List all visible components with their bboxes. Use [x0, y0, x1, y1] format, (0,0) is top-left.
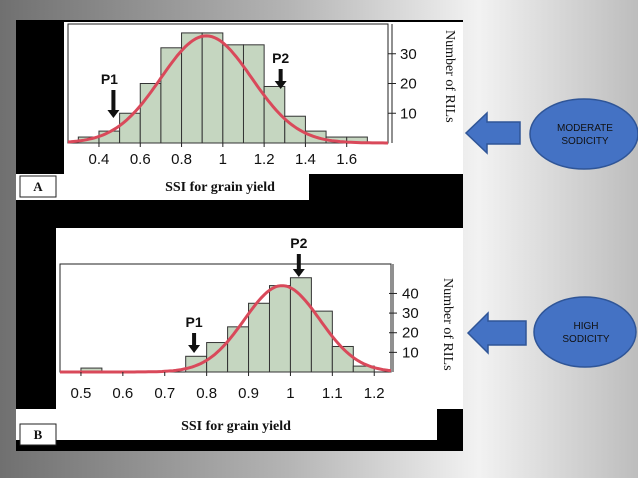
panel-a-annotation-p1: P1 — [101, 71, 118, 87]
panel-b: B 0.5 0.6 0.7 0.8 0.9 1 1.1 1.2 10 20 30 40 P1 P2 S… — [16, 228, 463, 446]
panel-b-x-tick-label: 0.8 — [196, 385, 217, 402]
panel-a-xlabel-strip — [16, 174, 309, 200]
panel-a-x-tick-label: 0.6 — [130, 151, 151, 168]
callout-moderate-line-1: MODERATE — [557, 123, 613, 134]
down-arrow-icon — [274, 81, 287, 89]
panel-b-normal-curve — [60, 284, 392, 374]
panel-b-xlabel-strip — [16, 409, 437, 440]
panel-b-y-tick-label: 30 — [402, 305, 419, 322]
panel-b-x-tick-label: 0.7 — [154, 385, 175, 402]
panel-b-annotation-p2: P2 — [290, 235, 307, 251]
panel-a-letter: A — [33, 179, 43, 194]
left-arrow-icon — [464, 111, 521, 155]
panel-a-x-tick-label: 1.6 — [336, 151, 357, 168]
panel-a-letter-box — [19, 175, 57, 198]
panel-b-x-tick-label: 0.5 — [71, 385, 92, 402]
callout-high-line-1: HIGH — [574, 321, 599, 332]
panel-b-xlabel: SSI for grain yield — [181, 419, 291, 434]
panel-a-ylabel: Number of RILs — [442, 30, 457, 123]
panel-b-bar — [289, 277, 312, 373]
panel-a-x-tick-label: 0.4 — [89, 151, 110, 168]
callout-moderate-line-2: SODICITY — [561, 136, 609, 147]
panel-b-letter-box — [19, 423, 57, 446]
panel-b-ylabel: Number of RILs — [440, 278, 455, 371]
panel-b-y-tick-label: 20 — [402, 325, 419, 342]
down-arrow-icon — [107, 110, 120, 118]
panel-b-bar — [310, 310, 333, 373]
panel-b-y-tick-label: 40 — [402, 285, 419, 302]
panel-a-bar — [242, 44, 265, 144]
panel-b-ylabel-strip — [437, 228, 463, 409]
callout-high-bubble — [533, 296, 637, 368]
panel-b-y-tick-label: 10 — [402, 344, 419, 361]
panel-b-bar — [227, 326, 250, 373]
panel-b-x-tick-label: 1.2 — [364, 385, 385, 402]
down-arrow-icon — [188, 345, 201, 353]
panel-a-bar — [201, 32, 224, 144]
callout-moderate-bubble — [529, 98, 638, 170]
panel-a-x-tick-label: 1.4 — [295, 151, 316, 168]
panel-a-x-tick-label: 1 — [219, 151, 227, 168]
panel-b-x-tick-label: 0.9 — [238, 385, 259, 402]
panel-a-arrow-shaft — [278, 69, 283, 82]
panel-a-arrow-shaft — [111, 90, 116, 111]
panel-b-letter: B — [34, 427, 43, 442]
callout-moderate: MODERATE SODICITY — [464, 98, 638, 170]
panel-b-annotation-p1: P1 — [186, 314, 203, 330]
panel-b-arrow-shaft — [296, 254, 301, 270]
left-arrow-icon — [466, 311, 527, 355]
panel-a-bar — [222, 44, 244, 144]
panel-a-annotation-p2: P2 — [272, 50, 289, 66]
panel-b-bar — [268, 285, 291, 373]
panel-a: A 0.4 0.6 0.8 1 1.2 1.4 1.6 10 20 30 P1 P2 SSI fo… — [16, 22, 463, 200]
panel-a-x-tick-label: 1.2 — [254, 151, 275, 168]
panel-a-y-tick-label: 10 — [400, 105, 417, 122]
callout-high: HIGH SODICITY — [466, 296, 637, 368]
panel-a-y-tick-label: 20 — [400, 76, 417, 93]
panel-b-x-tick-label: 0.6 — [112, 385, 133, 402]
callout-high-line-2: SODICITY — [562, 334, 610, 345]
panel-a-xlabel: SSI for grain yield — [165, 180, 275, 195]
panel-b-x-tick-label: 1 — [286, 385, 294, 402]
panel-a-y-tick-label: 30 — [400, 46, 417, 63]
panel-a-x-tick-label: 0.8 — [171, 151, 192, 168]
panel-b-arrow-shaft — [192, 333, 197, 346]
panel-a-normal-curve — [67, 34, 388, 145]
panel-b-x-tick-label: 1.1 — [322, 385, 343, 402]
down-arrow-icon — [292, 269, 305, 277]
panel-b-bar — [248, 302, 270, 373]
